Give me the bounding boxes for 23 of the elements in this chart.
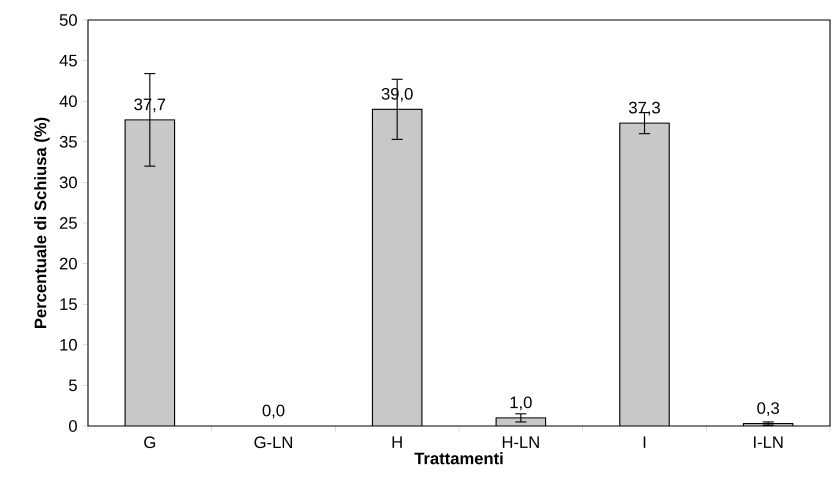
data-label: 1,0 xyxy=(510,396,532,410)
x-axis-title: Trattamenti xyxy=(414,452,503,464)
y-tick-label: 30 xyxy=(60,176,77,188)
y-tick-label: 10 xyxy=(60,338,77,351)
data-label: 0,0 xyxy=(262,404,284,418)
x-tick-label: H xyxy=(392,436,402,448)
x-tick-label: H-LN xyxy=(502,436,539,448)
y-tick-label: 20 xyxy=(60,258,77,270)
x-tick-label: G xyxy=(144,436,156,448)
y-tick-label: 15 xyxy=(60,298,77,310)
x-tick-label: G-LN xyxy=(254,436,292,448)
data-label: 0,3 xyxy=(757,402,779,416)
y-tick-label: 5 xyxy=(69,380,77,392)
y-tick-label: 40 xyxy=(60,95,77,108)
data-label: 37,3 xyxy=(628,102,660,116)
y-tick-label: 50 xyxy=(60,14,77,26)
y-tick-label: 45 xyxy=(60,54,77,66)
y-tick-label: 0 xyxy=(68,420,77,432)
y-axis-title: Percentuale di Schiusa (%) xyxy=(34,118,50,328)
y-tick-label: 35 xyxy=(60,136,77,148)
x-tick-label: I-LN xyxy=(754,436,782,448)
x-tick-label: I xyxy=(644,436,646,448)
y-tick-label: 25 xyxy=(60,217,77,229)
